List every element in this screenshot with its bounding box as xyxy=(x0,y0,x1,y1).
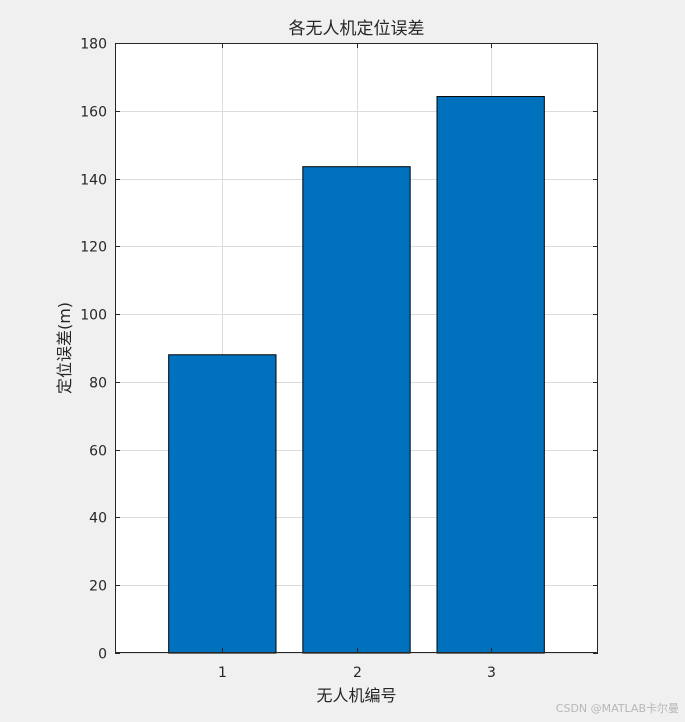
y-axis-label: 定位误差(m) xyxy=(55,302,74,394)
y-tick-label: 120 xyxy=(80,240,107,256)
y-tick-label: 100 xyxy=(80,308,107,324)
bar-1 xyxy=(168,354,277,654)
y-tick-label: 80 xyxy=(89,376,107,392)
bar-2 xyxy=(302,166,411,654)
watermark: CSDN @MATLAB卡尔曼 xyxy=(555,702,679,715)
y-tick-label: 20 xyxy=(89,579,107,595)
x-axis-label: 无人机编号 xyxy=(316,686,396,705)
y-tick-label: 0 xyxy=(98,647,107,663)
axes-frame xyxy=(115,43,598,653)
y-tick-label: 40 xyxy=(89,511,107,527)
bar-3 xyxy=(436,96,545,654)
y-tick-label: 160 xyxy=(80,105,107,121)
x-tick-label: 2 xyxy=(353,665,362,681)
bar-series xyxy=(168,96,545,654)
ticks: 0 20 40 60 80 100 120 140 160 180 1 2 3 xyxy=(80,37,598,681)
x-tick-label: 3 xyxy=(487,665,496,681)
y-tick-label: 140 xyxy=(80,173,107,189)
chart-title: 各无人机定位误差 xyxy=(289,19,425,39)
y-tick-label: 180 xyxy=(80,37,107,53)
x-tick-label: 1 xyxy=(218,665,227,681)
y-tick-label: 60 xyxy=(89,444,107,460)
